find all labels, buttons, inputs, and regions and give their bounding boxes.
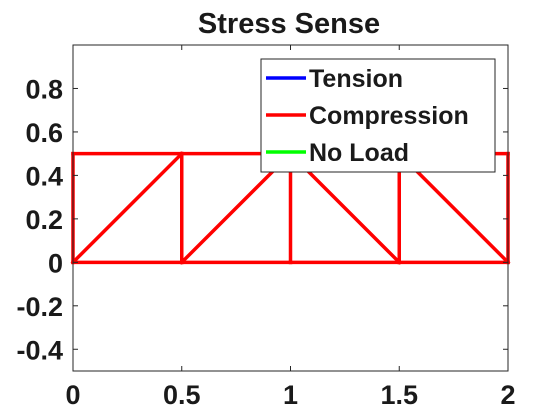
y-tick-label: 0.8 [25,74,63,104]
x-tick-label: 1.5 [380,380,418,410]
legend-label-compression: Compression [309,102,469,130]
chart-title: Stress Sense [198,8,380,40]
x-tick-label: 1 [283,380,298,410]
legend-label-tension: Tension [309,65,403,93]
x-tick-labels: 0 0.5 1 1.5 2 [65,380,515,410]
y-tick-label: 0.6 [25,118,63,148]
y-tick-label: -0.2 [16,292,63,322]
y-tick-label: 0.2 [25,205,63,235]
y-tick-label: 0 [48,248,63,278]
x-tick-label: 0 [65,380,80,410]
y-tick-labels: -0.4 -0.2 0 0.2 0.4 0.6 0.8 [16,74,63,365]
y-tick-label: 0.4 [25,161,63,191]
legend: Tension Compression No Load [260,58,496,173]
x-tick-label: 0.5 [163,380,201,410]
axis-ticks [72,45,509,371]
member-diagonal-1 [70,151,185,265]
legend-label-no-load: No Load [309,139,409,167]
x-tick-label: 2 [500,380,515,410]
y-tick-label: -0.4 [16,335,63,365]
